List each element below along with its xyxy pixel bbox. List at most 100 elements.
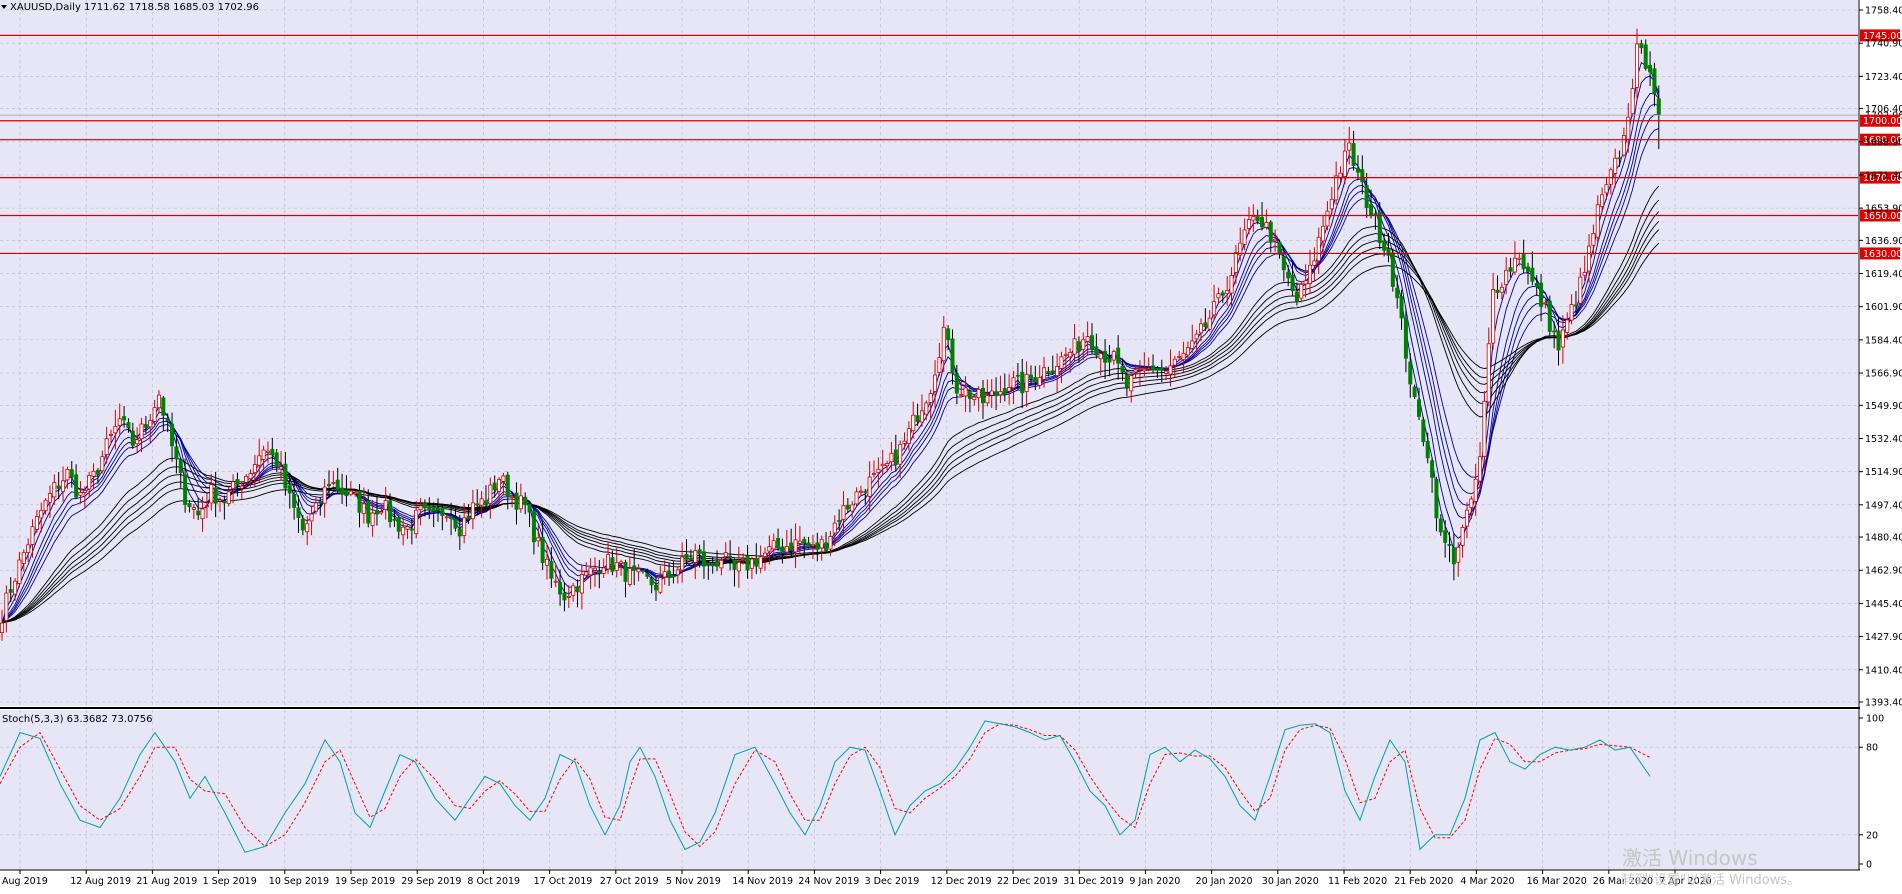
candle-body: [492, 482, 497, 491]
triangle-down-icon[interactable]: [1, 5, 7, 9]
candle-body: [1643, 44, 1648, 69]
candle-body: [562, 592, 567, 601]
level-label: 1745.00: [1863, 31, 1902, 42]
candle-body: [824, 542, 829, 551]
candle-body: [963, 387, 968, 397]
candle-body: [113, 425, 118, 434]
level-label: 1630.00: [1863, 249, 1902, 260]
candle-body: [745, 555, 750, 571]
grid-lines: [0, 0, 1858, 870]
candle-body: [1578, 276, 1583, 304]
candle-body: [784, 546, 789, 553]
candle-body: [8, 589, 13, 593]
time-tick-label: 21 Feb 2020: [1394, 876, 1453, 887]
candle-body: [1382, 240, 1387, 251]
candle-body: [457, 528, 462, 537]
candle-body: [1133, 369, 1138, 373]
stochastic-plot-area[interactable]: [0, 710, 1858, 870]
candle-body: [196, 510, 201, 516]
time-tick-label: 11 Feb 2020: [1328, 876, 1387, 887]
candle-body: [527, 503, 532, 513]
candle-body: [283, 463, 288, 489]
candle-body: [863, 491, 868, 494]
candle-body: [806, 542, 811, 547]
candle-body: [396, 517, 401, 532]
price-tick-label: 1584.40: [1865, 335, 1902, 346]
candle-body: [52, 482, 57, 498]
candle-body: [383, 500, 388, 510]
candle-body: [331, 482, 336, 484]
candle-body: [104, 438, 109, 456]
candle-body: [854, 491, 859, 505]
candle-body: [130, 430, 135, 446]
candle-body: [893, 449, 898, 466]
horizontal-levels[interactable]: 1702.961745.001700.001690.001670.001650.…: [0, 29, 1902, 260]
candle-body: [82, 489, 87, 493]
candle-body: [1277, 241, 1282, 255]
candle-body: [1164, 370, 1169, 374]
candle-body: [392, 518, 397, 521]
candle-body: [1242, 229, 1247, 245]
stochastic-axis: 100 80 20 0: [1859, 714, 1884, 871]
time-tick-label: 26 Mar 2020: [1593, 876, 1653, 887]
candle-body: [928, 393, 933, 403]
candle-body: [706, 562, 711, 565]
candle-body: [348, 490, 353, 495]
candle-body: [1478, 456, 1483, 482]
candle-body: [1443, 530, 1448, 543]
candle-body: [688, 557, 693, 560]
candle-body: [710, 562, 715, 567]
candle-body: [409, 528, 414, 531]
candle-body: [885, 463, 890, 467]
candle-body: [1155, 368, 1160, 371]
candle-body: [292, 493, 297, 508]
candle-body: [95, 470, 100, 475]
candle-body: [872, 473, 877, 475]
candle-body: [946, 328, 951, 341]
candle-body: [1233, 252, 1238, 273]
candle-body: [1552, 330, 1557, 333]
candle-body: [279, 466, 284, 470]
candle-body: [435, 507, 440, 511]
candle-body: [989, 390, 994, 396]
price-tick-label: 1653.90: [1865, 204, 1902, 215]
candle-body: [1251, 215, 1256, 221]
candle-body: [0, 622, 4, 634]
candle-body: [1630, 88, 1635, 115]
candle-body: [545, 558, 550, 566]
candle-body: [483, 500, 488, 506]
level-label-box: [1860, 247, 1900, 260]
candle-body: [1652, 68, 1657, 95]
candle-body: [505, 474, 510, 498]
candle-body: [575, 586, 580, 593]
candle-body: [1635, 43, 1640, 88]
candle-body: [793, 539, 798, 553]
candle-body: [1294, 291, 1299, 303]
candle-body: [296, 507, 301, 518]
candle-body: [1582, 271, 1587, 276]
candle-body: [1037, 377, 1042, 386]
candle-body: [1216, 293, 1221, 299]
price-tick-label: 1462.90: [1865, 566, 1902, 577]
candle-body: [427, 506, 432, 511]
candle-body: [1451, 547, 1456, 565]
candle-body: [91, 470, 96, 477]
candle-body: [588, 567, 593, 576]
candle-body: [422, 503, 427, 509]
candle-body: [1194, 333, 1199, 340]
activation-watermark-text: 转到"设置"以激活 Windows。: [1622, 873, 1801, 888]
candle-body: [1604, 184, 1609, 194]
candle-body: [1042, 367, 1047, 380]
candle-body: [741, 558, 746, 561]
candle-body: [1015, 374, 1020, 377]
candle-body: [1526, 266, 1531, 272]
time-tick-label: 7 Apr 2020: [1659, 876, 1712, 887]
candle-body: [994, 391, 999, 397]
activation-watermark-title: 激活 Windows: [1622, 846, 1758, 870]
candle-body: [1299, 283, 1304, 299]
candle-body: [1033, 377, 1038, 383]
main-plot-area[interactable]: [0, 0, 1858, 706]
price-tick-label: 1514.90: [1865, 467, 1902, 478]
